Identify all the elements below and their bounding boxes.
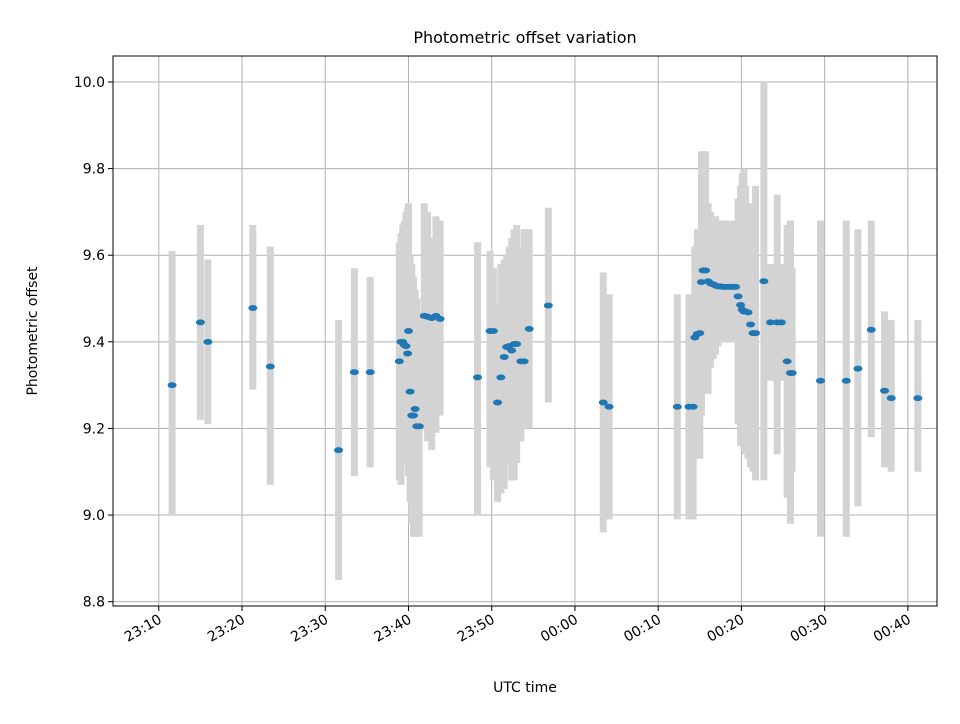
data-point	[203, 338, 213, 345]
data-point	[766, 319, 776, 326]
data-point	[886, 395, 896, 402]
data-point	[507, 347, 517, 354]
data-point	[248, 305, 258, 312]
data-point	[782, 358, 792, 365]
data-point	[401, 343, 411, 350]
data-point	[913, 395, 923, 402]
data-point	[695, 330, 705, 337]
data-point	[394, 358, 404, 365]
data-point	[751, 330, 761, 337]
data-point	[787, 370, 797, 377]
data-point	[880, 387, 890, 394]
data-point	[496, 374, 506, 381]
y-tick-label: 8.8	[83, 595, 105, 611]
data-point	[604, 403, 614, 410]
data-point	[488, 328, 498, 334]
data-point	[167, 382, 177, 389]
data-point	[493, 399, 503, 406]
data-points	[167, 267, 923, 454]
data-point	[414, 423, 424, 430]
data-point	[349, 369, 359, 376]
data-point	[696, 279, 706, 286]
data-point	[473, 374, 483, 381]
data-point	[733, 293, 743, 300]
data-point	[365, 369, 375, 376]
data-point	[776, 319, 786, 326]
y-tick-label: 9.4	[83, 335, 105, 351]
data-point	[265, 363, 275, 370]
y-tick-label: 9.6	[83, 248, 105, 264]
plot-frame	[112, 55, 938, 607]
data-point	[701, 267, 711, 274]
y-tick-label: 9.0	[83, 508, 105, 524]
data-point	[543, 302, 553, 309]
data-point	[405, 388, 415, 395]
x-axis-label: UTC time	[493, 680, 557, 696]
data-point	[519, 358, 529, 365]
data-point	[512, 340, 522, 347]
data-point	[499, 353, 509, 360]
y-tick-label: 10.0	[74, 75, 105, 91]
data-point	[334, 447, 344, 454]
data-point	[731, 283, 741, 290]
data-point	[672, 403, 682, 410]
data-point	[736, 302, 746, 309]
data-point	[866, 326, 876, 333]
data-point	[195, 319, 205, 326]
data-point	[841, 377, 851, 384]
data-point	[853, 365, 863, 372]
data-point	[743, 309, 753, 316]
y-tick-label: 9.2	[83, 421, 105, 437]
y-tick-label: 9.8	[83, 162, 105, 178]
chart-title: Photometric offset variation	[413, 28, 636, 47]
y-axis-label: Photometric offset	[25, 266, 41, 396]
data-point	[408, 412, 418, 419]
data-point	[403, 350, 413, 357]
data-point	[410, 405, 420, 412]
data-point	[598, 399, 608, 406]
data-point	[524, 325, 534, 332]
data-point	[815, 377, 825, 384]
data-point	[688, 403, 698, 410]
data-point	[746, 321, 756, 328]
data-point	[403, 328, 413, 334]
data-point	[759, 278, 769, 285]
data-point	[435, 315, 445, 322]
